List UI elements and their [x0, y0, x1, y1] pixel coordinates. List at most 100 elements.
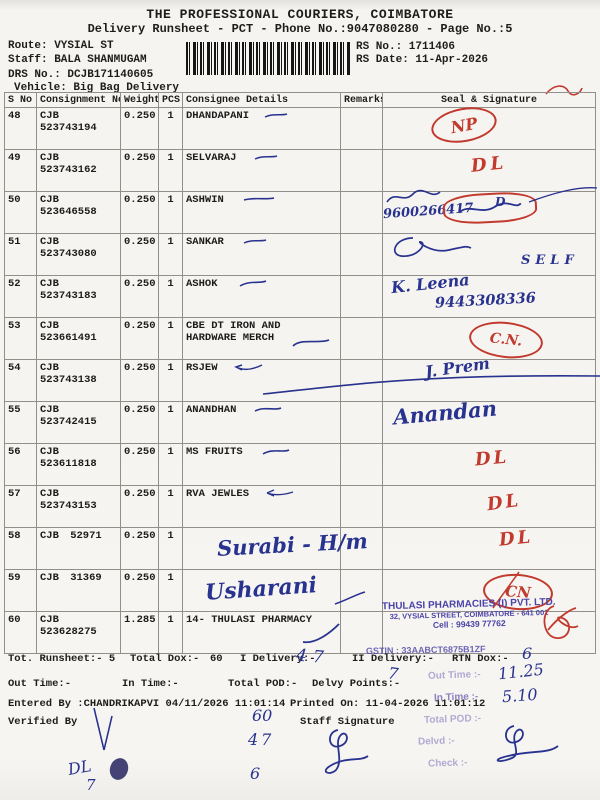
signature-scribble	[496, 725, 559, 762]
phone-number-handwritten: 9443308336	[434, 289, 537, 312]
table-row: 51 CJB 523743080 0.250 1 SANKAR SELF	[4, 233, 596, 276]
col-remarks: Remarks	[340, 92, 383, 108]
cell-remarks	[340, 485, 383, 528]
runsheet-table: S No Consignment No Weight PCS Consignee…	[4, 92, 600, 654]
consignee-name: RSJEW	[186, 362, 218, 374]
cell-consignment: CJB 523743183	[36, 275, 121, 318]
in-time-label: In Time:-	[122, 678, 179, 690]
cell-signature: DL	[382, 485, 596, 528]
cell-consignee: RVA JEWLES	[182, 485, 341, 528]
pen-dash-mark	[254, 407, 282, 412]
cell-sno: 52	[4, 275, 37, 318]
cell-remarks	[340, 401, 383, 444]
pen-stroke	[262, 374, 600, 395]
staff-signature-scribble	[324, 729, 369, 774]
rs-date-line: RS Date: 11-Apr-2026	[356, 54, 489, 66]
table-row: 50 CJB 523646558 0.250 1 ASHWIN 96002664…	[4, 187, 598, 234]
cell-consignment: CJB 52971	[36, 527, 121, 570]
cell-consignee: 14- THULASI PHARMACY	[182, 611, 341, 654]
cell-sno: 51	[4, 233, 37, 276]
rtn-dox-handwritten: 6	[522, 644, 533, 663]
cell-pcs: 1	[158, 443, 183, 486]
cell-sno: 56	[4, 443, 37, 486]
cell-sno: 53	[4, 317, 37, 360]
cell-pcs: 1	[158, 317, 183, 360]
cell-weight: 0.250	[120, 485, 159, 528]
cell-consignee: SANKAR	[182, 233, 341, 276]
pen-dash-mark	[292, 339, 330, 347]
cell-sno: 55	[4, 401, 37, 444]
cell-consignee: MS FRUITS	[182, 443, 341, 486]
pen-dash-mark	[239, 280, 267, 287]
in-time-handwritten: 5.10	[501, 684, 539, 707]
cell-sno: 57	[4, 485, 37, 528]
cell-weight: 0.250	[120, 317, 159, 360]
table-row: 53 CJB 523661491 0.250 1 CBE DT IRON AND…	[4, 317, 596, 362]
cell-sno: 50	[4, 191, 37, 234]
i-delivery-handwritten: 47	[295, 645, 331, 669]
page-subtitle: Delivery Runsheet - PCT - Phone No.:9047…	[87, 22, 513, 36]
table-row: 59 CJB 31369 0.250 1 Usharani CN	[4, 569, 596, 613]
route-line: Route: VYSIAL ST	[8, 40, 114, 52]
cell-signature: K. Leena 9443308336	[382, 270, 596, 318]
table-row: 56 CJB 523611818 0.250 1 MS FRUITS DL	[4, 443, 596, 486]
cell-sno: 59	[4, 569, 37, 612]
cell-consignment: CJB 523742415	[36, 401, 121, 444]
cell-remarks	[340, 275, 383, 318]
cell-remarks	[340, 317, 383, 360]
cell-remarks	[340, 149, 383, 192]
table-row: 58 CJB 52971 0.250 1 Surabi - H/m DL	[4, 526, 596, 570]
cell-weight: 0.250	[120, 107, 159, 150]
ii-delivery-label: II Delivery:-	[352, 653, 434, 665]
total-pod-label: Total POD:-	[228, 678, 298, 690]
status-mark: DL	[485, 489, 523, 516]
cell-consignment: CJB 523661491	[36, 317, 121, 360]
col-pcs: PCS	[158, 92, 183, 108]
pen-dash-mark	[243, 197, 275, 201]
cell-consignment: CJB 523628275	[36, 611, 121, 654]
consignee-name: 14- THULASI PHARMACY	[186, 614, 313, 626]
cell-consignee: ASHWIN	[182, 191, 341, 234]
cell-weight: 1.285	[120, 611, 159, 654]
cell-pcs: 1	[158, 149, 183, 192]
rs-no-line: RS No.: 1711406	[356, 41, 456, 53]
side-stamp-in-time: In Time :-	[433, 691, 479, 704]
consignee-name: RVA JEWLES	[186, 488, 250, 500]
cell-remarks	[340, 107, 383, 150]
cell-signature: DL	[382, 149, 596, 192]
cell-consignment: CJB 523743194	[36, 107, 121, 150]
consignee-name: ASHOK	[186, 278, 218, 290]
total-dox-label: Total Dox:-	[130, 653, 200, 665]
table-row: 48 CJB 523743194 0.250 1 DHANDAPANI NP	[4, 102, 596, 150]
table-row: 57 CJB 523743153 0.250 1 RVA JEWLES DL	[4, 485, 596, 528]
cell-signature: NP	[382, 102, 596, 150]
cell-weight: 0.250	[120, 359, 159, 402]
pen-tick-mark	[302, 623, 340, 644]
cell-consignment: CJB 523743153	[36, 485, 121, 528]
col-sno: S No	[4, 92, 37, 108]
handwritten-rtn: 6	[250, 764, 261, 783]
cell-weight: 0.250	[120, 233, 159, 276]
side-stamp-out-time: Out Time :-	[427, 669, 481, 682]
printed-on: Printed On: 11-04-2026 11:01:12	[290, 698, 486, 710]
cell-signature: SELF	[382, 233, 596, 276]
cell-remarks	[340, 611, 383, 654]
i-delivery-label: I Delivery:-	[240, 653, 316, 665]
status-mark-oval: NP	[428, 102, 500, 148]
cell-pcs: 1	[158, 485, 183, 528]
status-mark: SELF	[521, 253, 579, 268]
pen-arrow-mark	[233, 364, 263, 371]
col-weight: Weight	[120, 92, 159, 108]
cell-pcs: 1	[158, 233, 183, 276]
signature-scribble	[386, 189, 441, 203]
status-mark: DL	[497, 526, 535, 551]
status-mark-oval	[442, 190, 538, 226]
cell-pcs: 1	[158, 107, 183, 150]
drs-line: DRS No.: DCJB171140605	[8, 69, 154, 81]
delvy-points-label: Delvy Points:-	[312, 678, 401, 690]
cell-pcs: 1	[158, 359, 183, 402]
cell-consignee: SELVARAJ	[182, 149, 341, 192]
consignee-name: SANKAR	[186, 236, 224, 248]
cell-consignee: ANANDHAN	[182, 401, 341, 444]
